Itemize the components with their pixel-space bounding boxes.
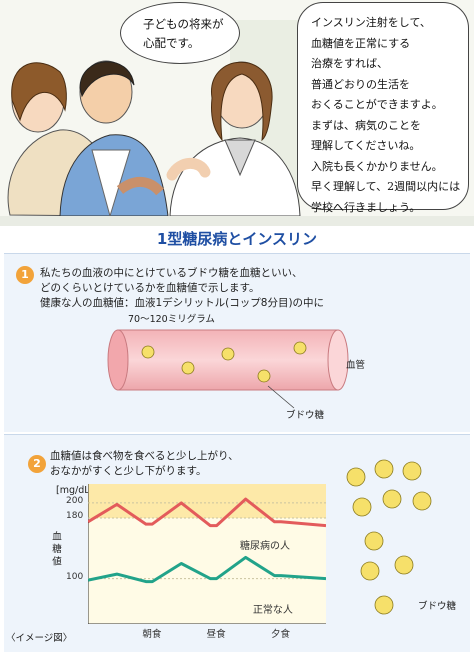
high-glucose-band [88, 484, 326, 519]
section-title: 1型糖尿病とインスリン [156, 230, 318, 248]
glucose-molecules-illustration [346, 459, 432, 615]
doctor-speech-line: インスリン注射をして、 [311, 16, 431, 29]
doctor-speech-line: 学校へ行きましょう。 [311, 200, 421, 214]
panel2-text-line: 血糖値は食べ物を食べると少し上がり、 [50, 450, 239, 462]
vessel-label: 血管 [346, 360, 366, 371]
doctor-speech-line: 早く理解して、2週間以内には [311, 180, 461, 193]
panel1-text-line: 健康な人の血糖値：血液1デシリットル(コップ8分目)の中に [40, 297, 325, 309]
glucose-label: ブドウ糖 [418, 601, 457, 612]
panel2-text-line: おなかがすくと少し下がります。 [50, 465, 207, 477]
doctor-speech-line: 普通どおりの生活を [311, 77, 410, 91]
panel1-text-line: どのくらいとけているかを血糖値で示します。 [40, 282, 260, 294]
doctor-speech-line: おくることができますよ。 [311, 98, 443, 111]
doctor-speech-line: 血糖値を正常にする [311, 36, 411, 50]
series-line-1 [88, 555, 326, 584]
patient-speech-bubble: 子どもの将来が 心配です。 [120, 2, 240, 64]
glucose-label: ブドウ糖 [286, 410, 325, 421]
illustration-hero: 子どもの将来が 心配です。 インスリン注射をして、 血糖値を正常にする 治療をす… [0, 0, 474, 216]
section-divider [0, 216, 474, 226]
doctor-speech-line: 理解してくださいね。 [311, 139, 421, 152]
step-number-badge: 2 [28, 455, 46, 473]
blood-vessel-illustration [107, 329, 349, 391]
patient-speech-line: 子どもの将来が [143, 17, 224, 31]
series-line-0 [88, 497, 326, 528]
panel1-text-line: 私たちの血液の中にとけているブドウ糖を血糖といい、 [40, 267, 303, 279]
image-note: 〈イメージ図〉 [6, 633, 73, 644]
doctor-speech-line: 治療をすれば、 [311, 57, 388, 70]
glucose-range-label: 70〜120ミリグラム [128, 314, 215, 325]
y-axis-label: 血糖値 [50, 531, 61, 569]
panel-blood-glucose-explanation: 1 私たちの血液の中にとけているブドウ糖を血糖といい、 どのくらいとけているかを… [4, 253, 470, 432]
doctor-speech-line: 入院も長くかかりません。 [311, 159, 443, 173]
doctor-speech-bubble: インスリン注射をして、 血糖値を正常にする 治療をすれば、 普通どおりの生活を … [297, 2, 469, 214]
step-number-badge: 1 [16, 266, 34, 284]
y-unit-label: [mg/dL] [56, 485, 94, 496]
glucose-pointer-line [267, 385, 295, 409]
doctor-speech-line: まずは、病気のことを [311, 118, 421, 132]
patient-speech-line: 心配です。 [143, 36, 200, 50]
blood-glucose-chart [88, 484, 326, 624]
